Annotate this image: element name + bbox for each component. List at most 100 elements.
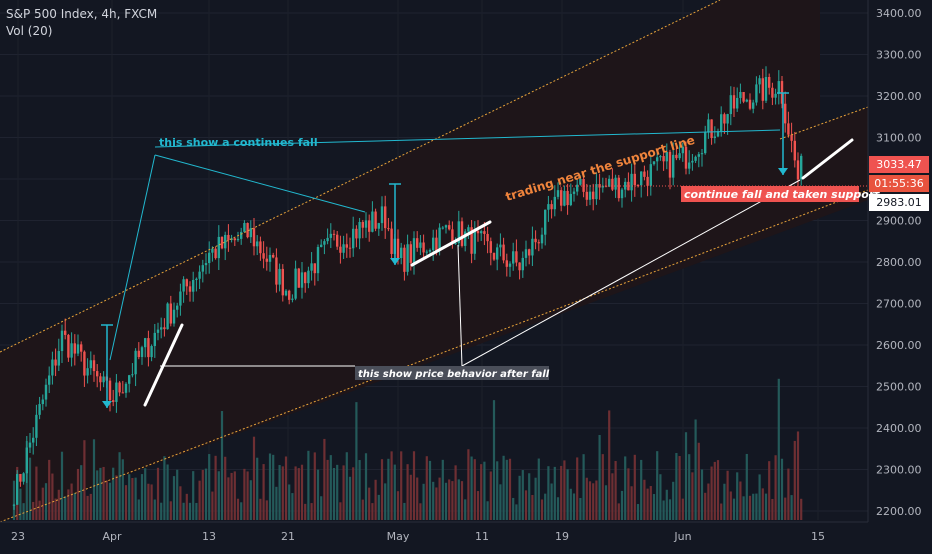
price-tick-label: 2700.00 [876,298,922,311]
callout-line-white[interactable] [461,179,801,367]
annotation-taken-support[interactable]: continue fall and taken support [684,188,880,201]
candle-body [608,178,611,187]
candle-body [473,230,476,254]
price-tick-label: 3100.00 [876,132,922,145]
volume-bar [150,484,153,520]
trend-stroke[interactable] [143,323,184,407]
volume-bar [723,483,726,520]
candle-body [688,162,691,169]
volume-bar [467,449,470,520]
channel-upper-line[interactable] [0,0,721,353]
volume-bar [67,489,70,520]
candle-body [528,249,531,256]
volume-bar [643,479,646,520]
volume-bar [659,474,662,520]
volume-bar [275,486,278,520]
candle-body [425,251,428,253]
price-tick-label: 2400.00 [876,422,922,435]
volume-bar [726,470,729,520]
candle-body [249,228,252,238]
annotation-after-fall[interactable]: this show price behavior after fall [358,369,550,380]
volume-bar [240,502,243,520]
volume-bar [204,468,208,520]
chart-legend[interactable]: S&P 500 Index, 4h, FXCM Vol (20) [6,6,157,40]
annotation-after-fall-box [355,366,549,380]
measure-arrow[interactable] [102,401,112,408]
callout-line[interactable] [109,154,156,361]
candle-body [691,160,694,163]
candle-body [352,228,355,249]
volume-bar [54,498,57,520]
candle-body [44,384,48,400]
volume-bar [192,471,195,520]
price-tick-label: 2600.00 [876,339,922,352]
candle-body [614,177,617,190]
candle-body [435,237,438,251]
candle-body [252,228,256,247]
volume-bar [432,481,435,520]
volume-bar [732,498,736,520]
volume-bar [428,460,432,520]
volume-bar [358,460,361,520]
callout-line[interactable] [154,154,366,213]
candle-body [457,221,460,244]
volume-bar [304,503,307,520]
volume-bar [713,461,716,520]
measure-arrow[interactable] [778,168,788,175]
volume-bar [758,474,761,520]
volume-bar [688,454,691,520]
candle-body [396,238,400,259]
candle-body [275,257,278,285]
volume-indicator-label[interactable]: Vol (20) [6,24,53,38]
candle-body [214,248,217,259]
volume-bar [208,454,211,520]
price-tick-label: 2800.00 [876,256,922,269]
candle-body [64,330,67,335]
candle-body [284,290,288,296]
candle-body [220,236,224,249]
candle-body [720,114,723,132]
volume-bar [115,475,118,520]
channel-lower-line[interactable] [0,189,869,523]
candle-body [483,231,486,234]
measure-arrow[interactable] [390,258,400,265]
volume-bar [320,496,323,520]
volume-bar [697,442,700,520]
volume-bar [96,470,99,520]
candle-body [563,190,566,206]
volume-bar [470,456,473,520]
volume-bar [736,472,739,520]
candle-body [790,134,793,141]
volume-bar [691,472,694,520]
volume-bar [425,456,428,520]
candle-body [588,191,592,200]
candle-body [748,99,752,109]
candle-body [476,230,480,234]
candle-body [368,220,371,232]
callout-line-white[interactable] [457,244,463,367]
candle-body [489,241,492,253]
candle-body [182,279,185,292]
candle-body [732,95,736,109]
callout-line[interactable] [154,129,781,148]
candle-body [217,236,220,259]
trend-stroke[interactable] [801,138,854,180]
volume-bar [195,502,198,520]
volume-bar [188,502,192,520]
time-tick-label: 21 [281,530,295,543]
candle-body [192,279,195,292]
trend-stroke[interactable] [410,220,492,267]
volume-bar [716,460,720,520]
candle-body [409,244,412,263]
candle-body [521,257,524,271]
candle-body [32,437,35,443]
volume-bar [537,458,540,520]
volume-bar [172,476,176,520]
candle-body [460,221,464,246]
symbol-title[interactable]: S&P 500 Index, 4h, FXCM [6,7,158,21]
volume-bar [707,483,710,520]
annotation-continues-fall[interactable]: this show a continues fall [159,136,318,149]
